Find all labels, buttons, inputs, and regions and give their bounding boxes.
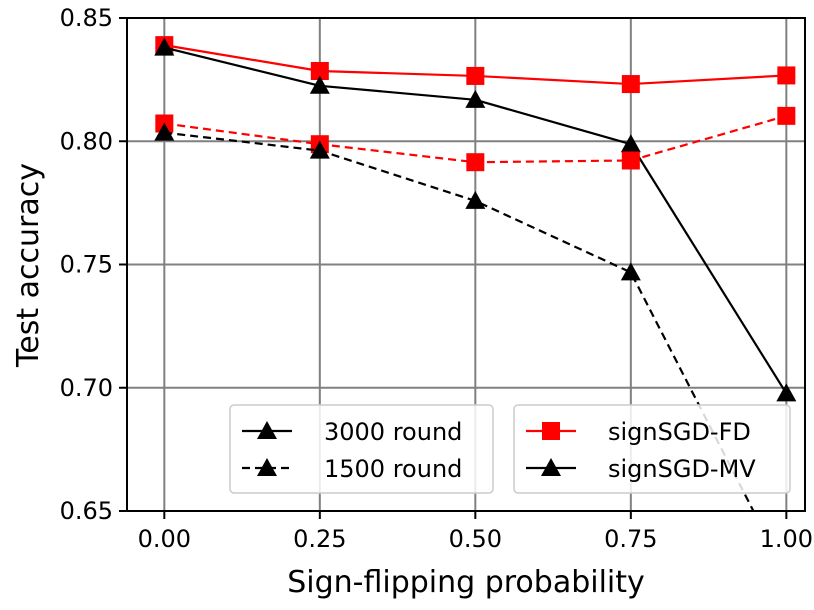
y-tick-label: 0.85 — [60, 4, 113, 32]
data-point — [621, 151, 640, 170]
data-point — [776, 383, 797, 402]
y-tick-label: 0.70 — [60, 374, 113, 402]
data-point — [466, 153, 485, 172]
legend-marker — [257, 458, 277, 476]
legend-method-box — [513, 404, 791, 494]
y-tick-label: 0.80 — [60, 127, 113, 155]
y-axis-label: Test accuracy — [11, 163, 46, 368]
x-tick-label: 0.75 — [604, 525, 657, 553]
axis-ticks: 0.00 0.25 0.50 0.75 1.00 0.65 0.70 0.75 0.80 0.85 — [60, 4, 813, 553]
legend-linestyle-box — [229, 404, 494, 494]
legend-label: 3000 round — [324, 418, 462, 446]
series-layer — [154, 36, 797, 511]
series-signsgd-mv-3000 — [154, 37, 797, 402]
data-point — [777, 66, 796, 85]
data-point — [620, 134, 641, 153]
data-point — [621, 75, 640, 94]
legend-entry: 3000 round — [242, 418, 462, 446]
y-tick-label: 0.75 — [60, 251, 113, 279]
legend-marker — [542, 422, 560, 440]
x-tick-label: 0.50 — [449, 525, 502, 553]
series-signsgd-mv-1500 — [154, 122, 755, 511]
legend-label: signSGD-MV — [608, 455, 756, 483]
data-point — [154, 37, 175, 56]
x-tick-label: 1.00 — [760, 525, 813, 553]
data-point — [309, 75, 330, 94]
legend-linestyle: 3000 round 1500 round — [229, 404, 494, 494]
data-point — [465, 190, 486, 209]
x-tick-label: 0.00 — [138, 525, 191, 553]
legend-entry: signSGD-FD — [526, 418, 751, 446]
legend-entry: signSGD-MV — [526, 455, 756, 483]
data-point — [777, 106, 796, 125]
data-point — [465, 89, 486, 108]
y-tick-label: 0.65 — [60, 497, 113, 525]
data-point — [310, 61, 329, 80]
legend-marker — [541, 458, 561, 476]
legend-entry: 1500 round — [242, 455, 462, 483]
legend-method: signSGD-FD signSGD-MV — [513, 404, 791, 494]
series-signsgd-fd-3000 — [155, 36, 796, 94]
x-axis-label: Sign-flipping probability — [287, 565, 645, 600]
data-point — [620, 262, 641, 281]
data-point — [466, 66, 485, 85]
x-tick-label: 0.25 — [293, 525, 346, 553]
data-point — [309, 140, 330, 159]
legend-marker — [257, 421, 277, 439]
legend-label: signSGD-FD — [608, 418, 751, 446]
legend-label: 1500 round — [324, 455, 462, 483]
data-point — [154, 122, 175, 141]
